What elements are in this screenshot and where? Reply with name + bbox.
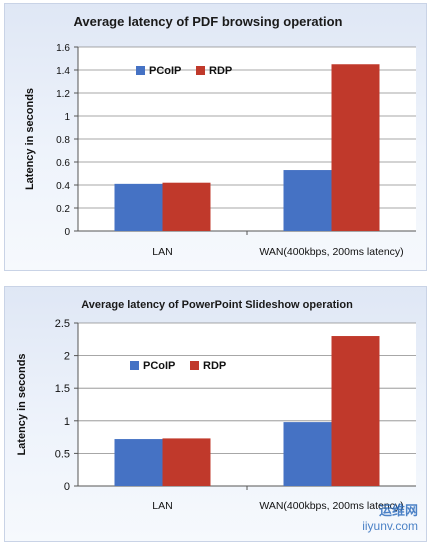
chart-1-ytick-label: 1 [64,112,70,123]
chart-2-ytick-label: 0 [64,481,70,493]
chart-panel-pdf: Average latency of PDF browsing operatio… [4,3,427,271]
chart-1-ytick-label: 0.8 [56,135,70,146]
chart-1-legend-swatch-rdp [196,66,205,75]
chart-1-ytick-label: 1.4 [56,66,70,77]
chart-2-bar-rdp-1 [331,336,380,486]
chart-2-bar-pcoip-0 [114,439,163,486]
chart-1-legend-swatch-pcoip [136,66,145,75]
chart-2-legend-label-pcoip: PCoIP [143,360,175,372]
chart-1-bar-pcoip-0 [114,183,163,231]
chart-1-bar-rdp-1 [331,64,380,231]
chart-1-category-label: LAN [152,246,172,258]
chart-1-ytick-label: 1.6 [56,43,70,54]
chart-2-ytick-label: 2 [64,351,70,363]
watermark: 运维网 iiyunv.com [362,500,418,533]
chart-panel-powerpoint: Average latency of PowerPoint Slideshow … [4,286,427,542]
chart-1-category-label: WAN(400kbps, 200ms latency) [259,246,403,258]
chart-2-bar-pcoip-1 [283,422,332,486]
chart-2-legend-swatch-rdp [190,361,199,370]
watermark-line1: 运维网 [378,503,418,518]
chart-2-category-label: WAN(400kbps, 200ms latency) [259,500,403,512]
chart-2-ytick-label: 1 [64,416,70,428]
watermark-line2: iiyunv.com [362,519,418,533]
chart-1-ytick-label: 0 [64,227,70,238]
chart-2-category-label: LAN [152,500,172,512]
chart-2-legend-label-rdp: RDP [203,360,226,372]
chart-1-ytick-label: 1.2 [56,89,70,100]
chart-2-legend-swatch-pcoip [130,361,139,370]
chart-2-title: Average latency of PowerPoint Slideshow … [81,299,353,311]
chart-2-ytick-label: 0.5 [55,448,70,460]
chart-1-legend-label-rdp: RDP [209,65,232,77]
chart-2-ytick-label: 1.5 [55,383,70,395]
chart-pdf-latency: Average latency of PDF browsing operatio… [24,14,416,258]
chart-1-ylabel: Latency in seconds [24,88,36,190]
chart-1-legend-label-pcoip: PCoIP [149,65,181,77]
chart-1-ytick-label: 0.6 [56,158,70,169]
chart-powerpoint-latency: Average latency of PowerPoint Slideshow … [16,299,416,512]
chart-1-title: Average latency of PDF browsing operatio… [74,14,343,29]
chart-2-bar-rdp-0 [162,438,211,486]
chart-2-ytick-label: 2.5 [55,318,70,330]
chart-1-ytick-label: 0.2 [56,204,70,215]
chart-1-bar-pcoip-1 [283,170,332,231]
chart-1-bar-rdp-0 [162,182,211,231]
chart-2-ylabel: Latency in seconds [16,353,28,455]
chart-1-ytick-label: 0.4 [56,181,70,192]
